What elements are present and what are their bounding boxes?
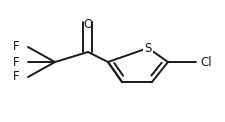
Text: F: F — [13, 56, 20, 68]
Text: F: F — [13, 41, 20, 54]
Text: S: S — [144, 41, 151, 55]
Text: O: O — [83, 18, 92, 31]
Text: Cl: Cl — [199, 56, 211, 68]
Text: F: F — [13, 71, 20, 83]
